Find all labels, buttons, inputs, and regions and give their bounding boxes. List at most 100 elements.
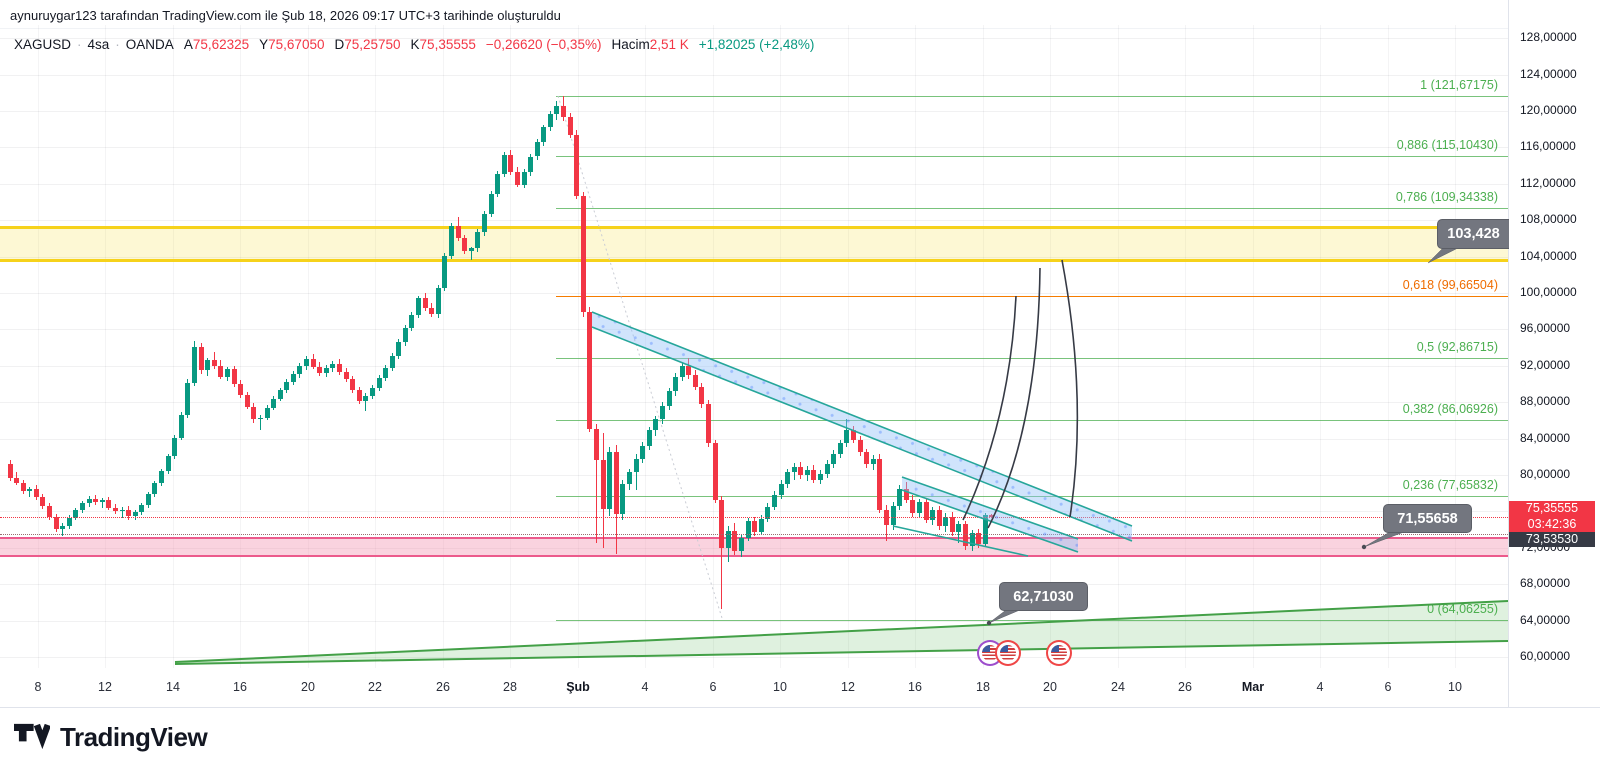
time-axis-label[interactable]: 16 [233,680,247,694]
grid-line-horizontal [0,547,1508,549]
candle [963,524,969,546]
candle [798,466,804,475]
time-axis-label[interactable]: 4 [1316,680,1324,694]
candle [271,398,277,408]
candle [673,376,679,392]
time-axis-label[interactable]: 18 [976,680,990,694]
candle [257,417,263,420]
candle [47,505,53,517]
time-axis-label[interactable]: 8 [34,680,42,694]
time-axis-label[interactable]: 12 [841,680,855,694]
time-axis-label[interactable]: 14 [166,680,180,694]
candle [481,213,487,233]
candle [877,458,883,510]
time-axis-label[interactable]: 16 [908,680,922,694]
price-axis-label[interactable]: 124,00000 [1520,66,1577,81]
candle [442,255,448,288]
candle [60,525,66,529]
price-axis-label[interactable]: 84,00000 [1520,430,1571,445]
price-axis[interactable]: 75,35555 03:42:36 73,53530 128,00000 124,… [1508,0,1600,707]
candle-wick [62,523,64,536]
candle [363,395,369,402]
candle [534,141,540,157]
candle [903,488,909,500]
time-axis-label[interactable]: Şub [566,680,590,694]
price-axis-label[interactable]: 100,00000 [1520,285,1577,299]
price-axis-label[interactable]: 104,00000 [1520,248,1577,263]
candle [890,505,896,526]
price-axis-label[interactable]: 68,00000 [1520,576,1571,591]
price-axis-label[interactable]: 108,00000 [1520,212,1577,227]
price-axis-label[interactable]: 60,00000 [1520,649,1571,663]
grid-line-horizontal [0,183,1508,185]
grid-line-vertical [443,25,444,668]
time-axis-label[interactable]: 10 [773,680,787,694]
price-axis-label[interactable]: 120,00000 [1520,103,1577,117]
grid-line-horizontal [0,256,1508,258]
economic-event-flag-icon[interactable] [997,642,1019,664]
candle [40,496,46,506]
candle [416,298,422,315]
price-axis-label[interactable]: 116,00000 [1520,139,1576,154]
candle [712,443,718,500]
economic-event-flag-icon[interactable] [1048,642,1070,664]
time-axis[interactable]: 8 12 14 16 20 22 26 28 Şub 4 6 10 12 16 18 20 24 26 Mar 4 6 1… [0,668,1508,707]
price-axis-label[interactable]: 128,00000 [1520,30,1577,45]
grid-line-vertical [308,25,309,668]
price-axis-label[interactable]: 88,00000 [1520,394,1571,409]
time-axis-label[interactable]: 6 [1384,680,1392,694]
prev-close-price-box: 73,53530 [1509,532,1595,547]
fib-level-line [556,155,1508,157]
grid-line-horizontal [0,111,1508,112]
time-axis-label[interactable]: 20 [301,680,315,694]
time-axis-label[interactable]: 26 [1178,680,1192,694]
time-axis-label[interactable]: 20 [1043,680,1057,694]
time-axis-label[interactable]: Mar [1241,680,1265,694]
candle [126,509,132,516]
candle [811,469,817,480]
candle [73,510,79,518]
symbol-title[interactable]: XAGUSD [14,37,72,52]
candle [185,383,191,415]
price-axis-label[interactable]: 92,00000 [1520,357,1571,372]
candle [976,533,982,545]
candle [310,358,316,367]
grid-line-horizontal [0,147,1508,149]
candle [541,127,547,142]
candle [521,171,527,185]
exchange-label: OANDA [125,37,174,52]
candle [178,414,184,438]
time-axis-label[interactable]: 10 [1448,680,1462,694]
candle [600,460,606,509]
time-axis-label[interactable]: 4 [641,680,649,694]
time-axis-label[interactable]: 6 [709,680,717,694]
time-axis-label[interactable]: 26 [436,680,450,694]
candle [857,439,863,453]
candle [106,500,112,508]
fib-level-label: 0,886 (115,10430) [1396,137,1498,152]
price-axis-label[interactable]: 112,00000 [1520,175,1576,190]
time-axis-label[interactable]: 22 [368,680,382,694]
candle [14,477,20,484]
timeframe-label[interactable]: 4sa [87,37,110,52]
volume-change-value: +1,82025 (+2,48%) [698,37,815,52]
time-axis-label[interactable]: 28 [503,680,517,694]
time-axis-label[interactable]: 24 [1111,680,1125,694]
candle [93,498,99,503]
price-axis-label[interactable]: 80,00000 [1520,467,1571,481]
tradingview-logo[interactable]: TradingView [14,722,208,753]
price-axis-label[interactable]: 64,00000 [1520,612,1571,627]
candle [752,521,758,533]
us-flag-icon [982,645,998,661]
price-label-tooltip-pink-band: 71,55658 [1383,504,1472,533]
fib-level-label: 1 (121,67175) [1420,77,1498,92]
candle [666,391,672,406]
candle [699,386,705,404]
price-axis-label[interactable]: 96,00000 [1520,321,1571,336]
candle [238,384,244,395]
last-price-box: 75,35555 03:42:36 [1509,501,1595,532]
candle [152,483,158,495]
candle [475,232,481,249]
time-axis-label[interactable]: 12 [98,680,112,694]
